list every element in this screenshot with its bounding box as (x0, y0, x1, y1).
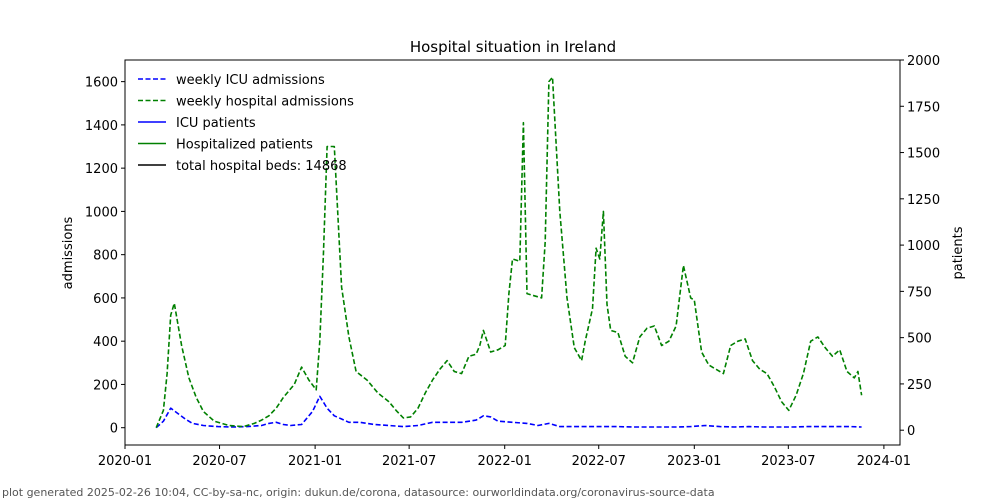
legend-label-0: weekly ICU admissions (176, 73, 325, 88)
x-tick-label: 2021-07 (382, 454, 436, 469)
x-tick-label: 2023-07 (761, 454, 815, 469)
y2-tick-label: 1250 (907, 193, 940, 208)
legend-label-1: weekly hospital admissions (176, 95, 354, 110)
y-axis-label: admissions (61, 216, 76, 289)
plot-area (124, 59, 901, 446)
y2-tick-label: 250 (907, 378, 932, 393)
plot-frame (124, 59, 901, 446)
x-axis: 2020-01 2020-07 2021-01 2021-07 2022-01 2022-… (98, 445, 911, 469)
y2-tick-label: 1500 (907, 147, 940, 162)
legend: weekly ICU admissions weekly hospital adm… (138, 73, 354, 174)
series-line-0 (155, 395, 862, 429)
y2-tick-label: 2000 (907, 54, 940, 69)
chart-title: Hospital situation in Ireland (410, 38, 616, 56)
y-tick-label: 600 (93, 292, 118, 307)
y-tick-label: 1600 (85, 76, 118, 91)
x-tick-label: 2022-07 (572, 454, 626, 469)
y2-tick-label: 1000 (907, 239, 940, 254)
legend-label-2: ICU patients (176, 116, 256, 131)
y-tick-label: 1000 (85, 205, 118, 220)
x-tick-label: 2020-07 (192, 454, 246, 469)
y-tick-label: 400 (93, 335, 118, 350)
legend-label-4: total hospital beds: 14868 (176, 159, 347, 174)
y-tick-label: 200 (93, 378, 118, 393)
y-tick-label: 800 (93, 249, 118, 264)
x-tick-label: 2024-01 (857, 454, 911, 469)
y2-tick-label: 500 (907, 332, 932, 347)
series-line-1 (155, 76, 863, 429)
y2-axis-label: patients (951, 226, 966, 279)
x-tick-label: 2021-01 (288, 454, 342, 469)
y-tick-label: 1400 (85, 119, 118, 134)
y-tick-label: 0 (110, 422, 118, 437)
y2-tick-label: 1750 (907, 100, 940, 115)
legend-label-3: Hospitalized patients (176, 138, 313, 153)
y2-tick-label: 750 (907, 285, 932, 300)
y2-tick-label: 0 (907, 424, 915, 439)
y-tick-label: 1200 (85, 162, 118, 177)
x-tick-label: 2020-01 (98, 454, 152, 469)
y-axis-right: 0 250 500 750 1000 1250 1500 1750 2000 (900, 54, 940, 439)
x-tick-label: 2023-01 (667, 454, 721, 469)
x-tick-label: 2022-01 (478, 454, 532, 469)
footer-credit: plot generated 2025-02-26 10:04, CC-by-s… (2, 486, 715, 499)
y-axis-left: 0 200 400 600 800 1000 1200 1400 1600 (85, 76, 125, 437)
